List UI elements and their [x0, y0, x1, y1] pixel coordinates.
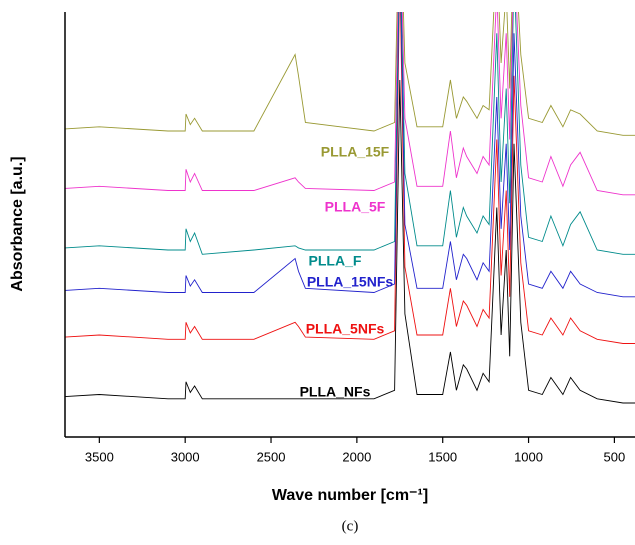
x-tick-label: 1000: [514, 449, 543, 464]
plot-area: [65, 12, 635, 404]
x-axis-label: Wave number [cm⁻¹]: [272, 487, 428, 504]
x-tick-label: 500: [604, 449, 626, 464]
spectrum-line: [65, 12, 635, 298]
series-label: PLLA_NFs: [300, 384, 371, 400]
series-label: PLLA_15NFs: [307, 274, 394, 290]
x-tick-label: 3000: [171, 449, 200, 464]
spectrum-line: [65, 12, 635, 255]
spectrum-line: [65, 12, 635, 136]
series-label: PLLA_5NFs: [306, 321, 385, 337]
spectrum-line: [65, 79, 635, 404]
x-tick-label: 2500: [257, 449, 286, 464]
spectrum-line: [65, 12, 635, 196]
spectrum-line: [65, 12, 635, 344]
x-tick-label: 3500: [85, 449, 114, 464]
y-axis-label: Absorbance [a.u.]: [9, 156, 26, 291]
x-tick-label: 1500: [428, 449, 457, 464]
series-label: PLLA_F: [309, 253, 362, 269]
series-label: PLLA_5F: [325, 199, 386, 215]
series-label: PLLA_15F: [321, 144, 390, 160]
x-tick-label: 2000: [342, 449, 371, 464]
caption: (c): [342, 518, 359, 534]
